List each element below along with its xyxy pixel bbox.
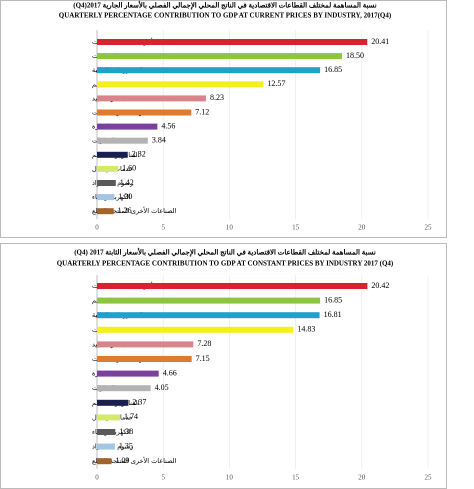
value-label: 3.84: [152, 136, 166, 145]
bar: [97, 165, 119, 172]
x-tick-label: 5: [161, 474, 165, 482]
value-label: 4.05: [155, 383, 169, 392]
x-tick-label: 10: [226, 224, 234, 232]
bar: [97, 429, 116, 435]
bar: [97, 341, 194, 348]
value-label: 4.66: [163, 368, 177, 377]
bar: [97, 151, 128, 158]
bar: [97, 297, 321, 304]
x-tick-label: 25: [425, 224, 433, 232]
y-tick-label: الصناعات الأخرى المنتجة للسلع: [92, 206, 177, 215]
bar: [97, 356, 192, 362]
chart-title: نسبة المساهمة لمختلف القطاعات الاقتصادية…: [74, 247, 376, 258]
x-tick-label: 20: [358, 224, 366, 232]
chart-frame: [0, 0, 447, 238]
value-label: 2.32: [132, 150, 146, 159]
bar: [97, 312, 320, 319]
bar: [97, 194, 115, 201]
bar: [97, 95, 206, 102]
value-label: 16.85: [324, 295, 342, 304]
value-label: 1.42: [120, 178, 134, 187]
value-label: 20.42: [371, 281, 389, 290]
value-label: 1.26: [118, 206, 132, 215]
bar: [97, 414, 121, 421]
x-tick-label: 25: [425, 474, 433, 482]
chart-title: نسبة المساهمة لمختلف القطاعات الاقتصادية…: [73, 0, 377, 11]
value-label: 1.74: [124, 412, 138, 421]
value-label: 1.60: [122, 164, 136, 173]
value-label: 20.41: [371, 37, 389, 46]
x-tick-label: 20: [358, 474, 366, 482]
bar: [97, 137, 148, 144]
x-tick-label: 15: [292, 224, 300, 232]
value-label: 1.09: [115, 456, 129, 465]
x-tick-label: 5: [161, 224, 165, 232]
bar: [97, 208, 114, 215]
bar: [97, 399, 129, 406]
value-label: 4.56: [161, 121, 175, 130]
value-label: 1.30: [118, 192, 132, 201]
value-label: 7.28: [197, 339, 211, 348]
value-label: 12.57: [267, 79, 285, 88]
bar: [97, 458, 112, 465]
value-label: 8.23: [210, 93, 224, 102]
value-label: 14.83: [297, 325, 315, 334]
bar: [97, 109, 192, 116]
x-tick-label: 10: [226, 474, 234, 482]
value-label: 1.38: [119, 427, 133, 436]
bar: [97, 81, 264, 88]
x-tick-label: 15: [292, 474, 300, 482]
value-label: 2.37: [132, 398, 146, 407]
value-label: 16.81: [324, 310, 342, 319]
bar: [97, 67, 321, 74]
value-label: 1.35: [119, 441, 133, 450]
x-tick-label: 0: [95, 224, 99, 232]
chart-subtitle: QUARTERLY PERCENTAGE CONTRIBUTION TO GDP…: [59, 12, 392, 20]
bar: [97, 443, 115, 450]
chart-subtitle: QUARTERLY PERCENTAGE CONTRIBUTION TO GDP…: [57, 260, 394, 268]
bar: [97, 53, 342, 60]
value-label: 7.15: [196, 354, 210, 363]
bar: [97, 385, 151, 392]
value-label: 7.12: [195, 107, 209, 116]
bar: [97, 283, 368, 289]
bar: [97, 370, 159, 377]
value-label: 16.85: [324, 65, 342, 74]
bar: [97, 180, 116, 186]
bar: [97, 326, 294, 333]
x-tick-label: 0: [95, 474, 99, 482]
bar: [97, 123, 158, 130]
bar: [97, 39, 368, 45]
y-tick-label: الصناعات الأخرى المنتجة للسلع: [92, 456, 177, 465]
value-label: 18.50: [346, 51, 364, 60]
